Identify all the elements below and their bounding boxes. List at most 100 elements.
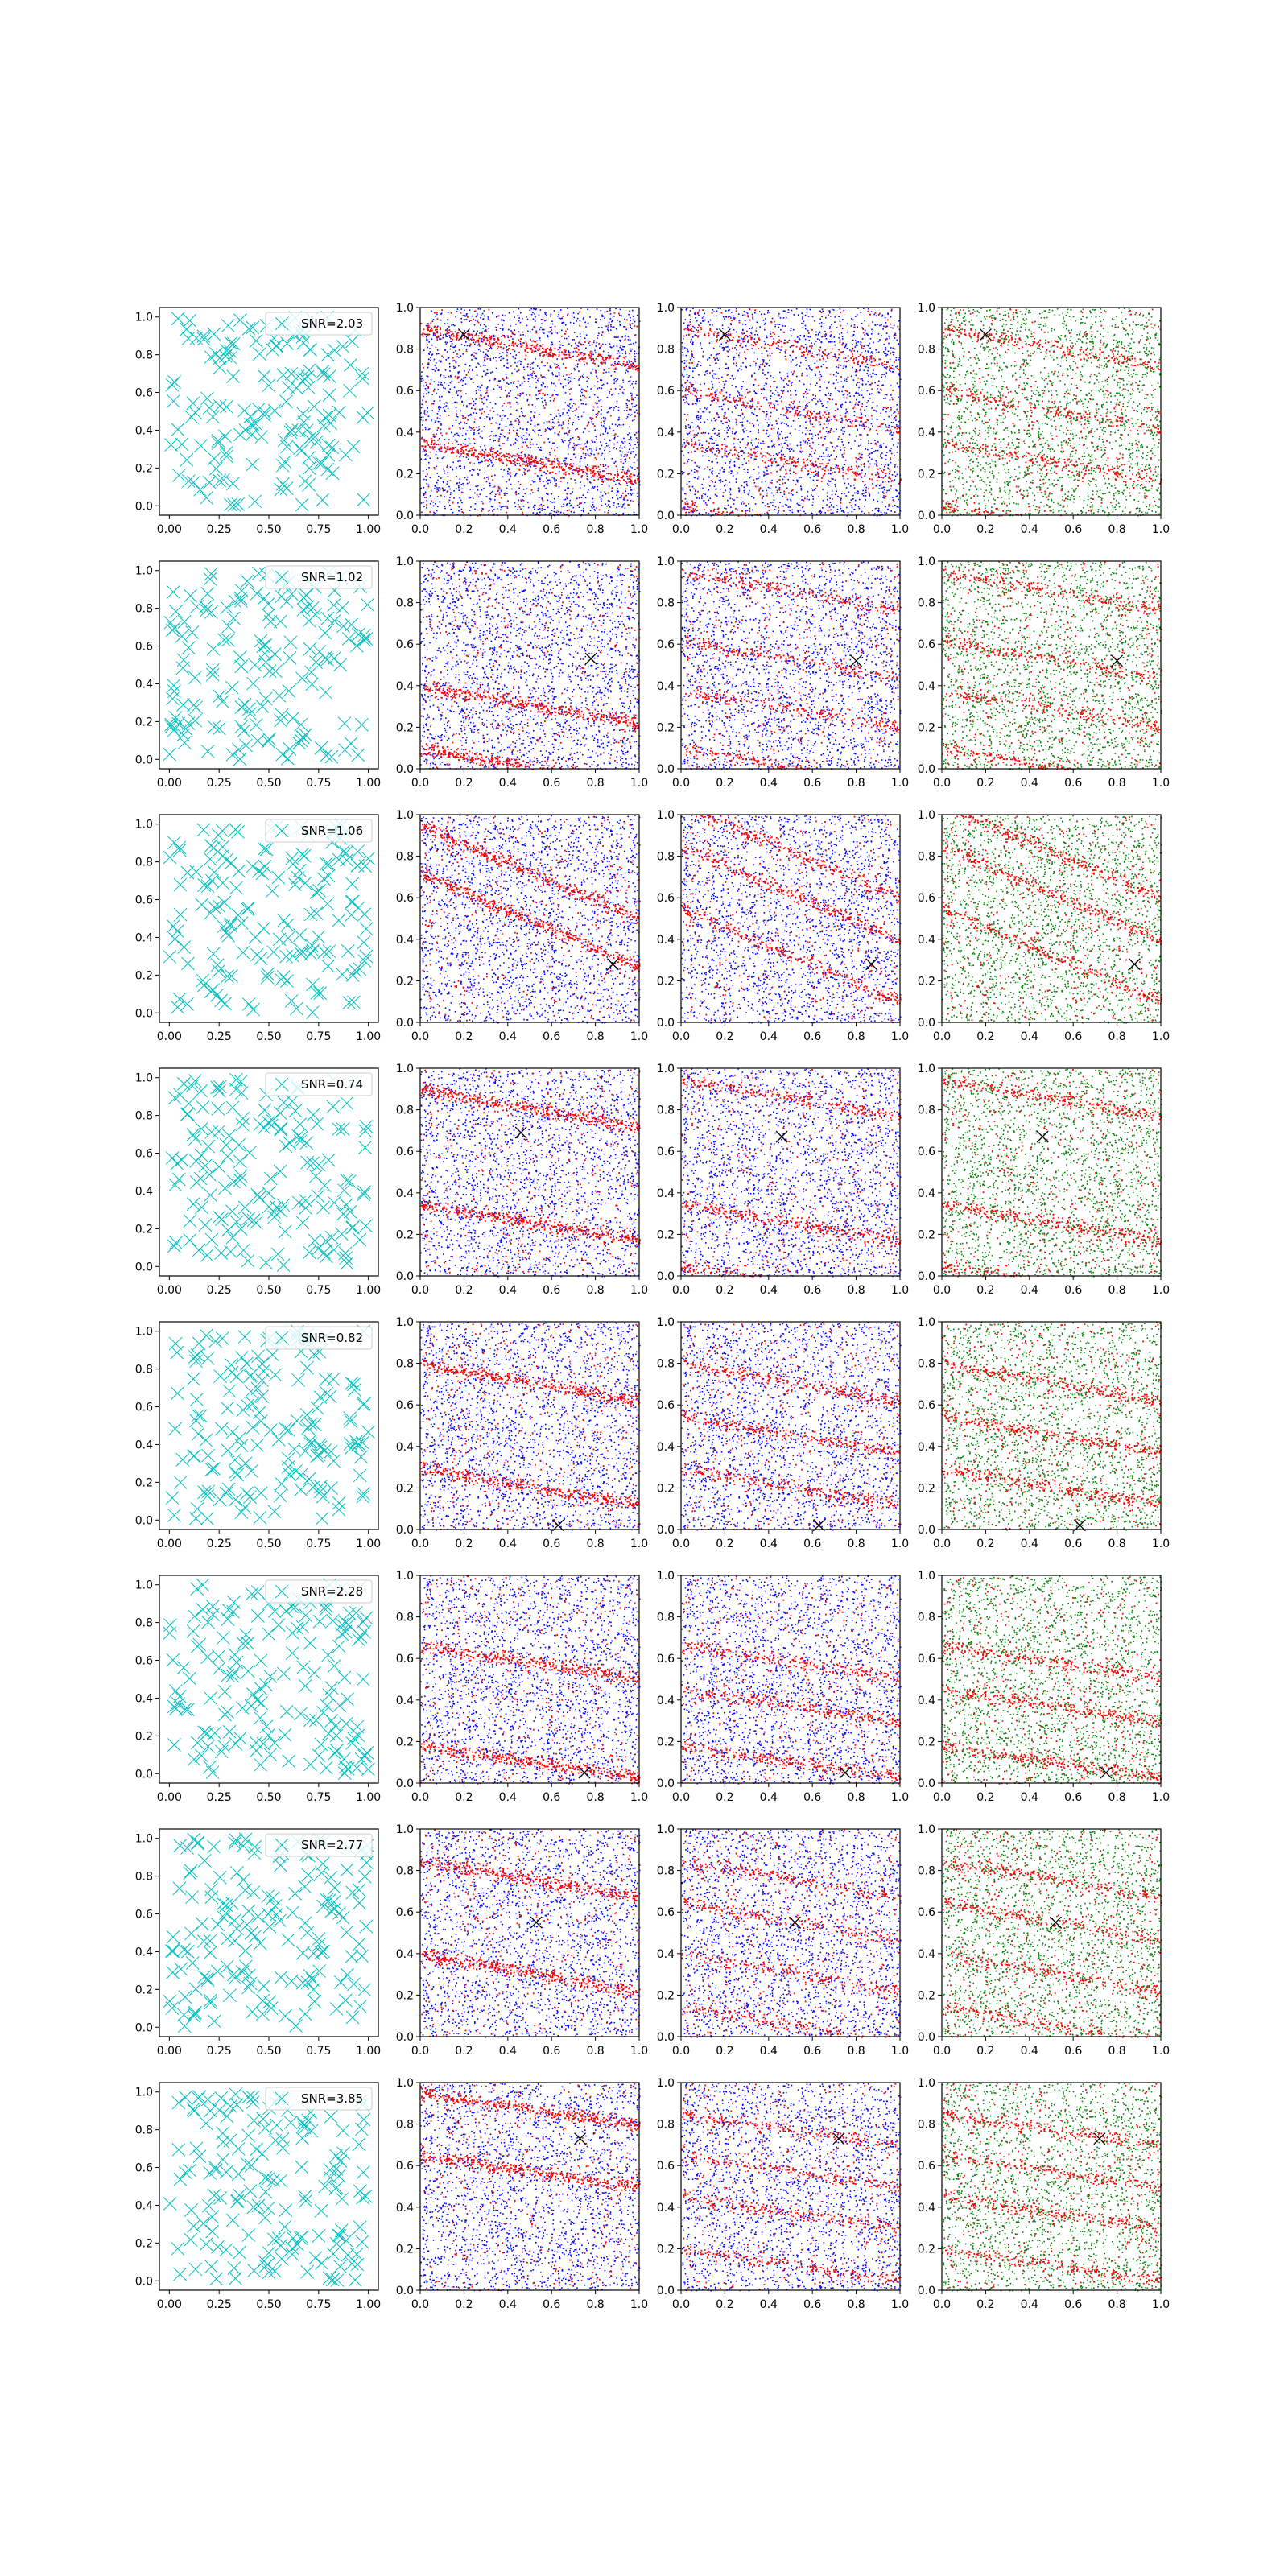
point-background bbox=[502, 315, 504, 316]
point-background bbox=[568, 463, 569, 464]
point-background bbox=[538, 394, 539, 395]
point-background bbox=[464, 439, 466, 440]
y-tick-label: 0.2 bbox=[135, 462, 153, 475]
point-background bbox=[440, 338, 442, 340]
point-background bbox=[555, 481, 556, 482]
point-background bbox=[573, 323, 575, 324]
point-background bbox=[627, 478, 629, 480]
point-background bbox=[439, 396, 440, 398]
point-background bbox=[490, 360, 492, 361]
point-background bbox=[581, 392, 583, 394]
point-background bbox=[569, 430, 571, 431]
point-background bbox=[568, 343, 570, 345]
point-background bbox=[535, 350, 537, 352]
point-background bbox=[563, 386, 564, 387]
point-background bbox=[531, 341, 533, 342]
x-marker bbox=[246, 321, 259, 334]
point-background bbox=[627, 470, 629, 472]
point-background bbox=[436, 482, 438, 484]
point-background bbox=[585, 446, 587, 448]
point-background bbox=[469, 345, 471, 347]
point-background bbox=[597, 415, 598, 416]
point-background bbox=[547, 438, 549, 440]
point-background bbox=[439, 409, 440, 411]
point-background bbox=[449, 370, 451, 372]
point-background bbox=[600, 319, 601, 320]
x-marker bbox=[226, 477, 239, 490]
point-background bbox=[619, 321, 621, 323]
point-background bbox=[580, 444, 581, 445]
point-background bbox=[428, 415, 430, 417]
point-background bbox=[621, 497, 622, 498]
point-background bbox=[566, 338, 568, 340]
point-background bbox=[527, 366, 529, 368]
point-background bbox=[528, 507, 530, 509]
point-background bbox=[567, 498, 568, 500]
point-background bbox=[437, 457, 439, 459]
point-background bbox=[558, 312, 559, 313]
x-marker bbox=[308, 400, 320, 413]
point-background bbox=[448, 385, 450, 386]
point-background bbox=[553, 478, 555, 480]
point-background bbox=[428, 462, 430, 464]
point-background bbox=[630, 489, 632, 491]
point-background bbox=[630, 317, 631, 319]
point-background bbox=[477, 473, 479, 475]
point-background bbox=[630, 349, 631, 350]
point-background bbox=[545, 473, 547, 475]
point-background bbox=[622, 353, 624, 354]
point-background bbox=[637, 442, 638, 444]
point-background bbox=[564, 433, 566, 435]
point-background bbox=[573, 512, 575, 514]
point-background bbox=[460, 396, 462, 398]
x-marker bbox=[193, 483, 206, 496]
point-background bbox=[436, 347, 437, 349]
x-marker bbox=[195, 440, 208, 452]
point-background bbox=[547, 386, 548, 388]
point-background bbox=[613, 448, 614, 450]
x-marker bbox=[317, 368, 330, 381]
point-background bbox=[524, 381, 526, 382]
x-marker bbox=[227, 370, 240, 383]
point-background bbox=[558, 496, 559, 497]
x-marker bbox=[209, 348, 222, 361]
point-background bbox=[584, 457, 586, 459]
point-background bbox=[502, 477, 504, 478]
point-background bbox=[568, 415, 569, 416]
point-background bbox=[472, 316, 473, 317]
point-background bbox=[439, 438, 440, 440]
point-background bbox=[623, 499, 625, 501]
x-marker bbox=[180, 323, 193, 336]
point-background bbox=[518, 315, 519, 316]
point-background bbox=[548, 428, 550, 430]
point-background bbox=[505, 315, 506, 316]
point-background bbox=[422, 399, 423, 401]
point-background bbox=[438, 382, 440, 383]
point-background bbox=[634, 469, 636, 470]
point-background bbox=[492, 490, 493, 492]
point-background bbox=[602, 495, 604, 497]
point-background bbox=[510, 330, 512, 332]
point-background bbox=[498, 357, 500, 358]
point-background bbox=[619, 448, 621, 449]
point-background bbox=[445, 377, 447, 378]
point-background bbox=[632, 323, 634, 324]
point-background bbox=[592, 369, 594, 370]
point-background bbox=[603, 417, 605, 419]
point-background bbox=[430, 351, 431, 353]
point-background bbox=[420, 488, 422, 489]
point-background bbox=[634, 353, 635, 355]
point-background bbox=[626, 405, 628, 407]
point-background bbox=[635, 383, 637, 385]
point-background bbox=[605, 326, 607, 328]
point-background bbox=[552, 443, 554, 444]
point-background bbox=[512, 463, 514, 464]
point-background bbox=[634, 434, 636, 436]
point-background bbox=[438, 406, 440, 407]
point-background bbox=[542, 401, 543, 402]
point-background bbox=[445, 359, 447, 361]
point-background bbox=[633, 316, 634, 317]
point-background bbox=[537, 380, 539, 382]
x-marker bbox=[279, 455, 291, 468]
point-background bbox=[535, 394, 537, 396]
